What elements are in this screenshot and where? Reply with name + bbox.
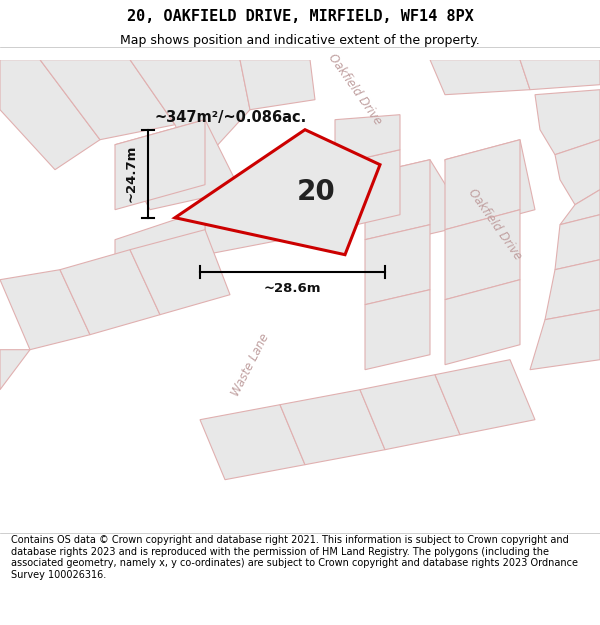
Polygon shape [240,59,315,110]
Polygon shape [335,149,400,229]
Polygon shape [555,139,600,205]
Polygon shape [445,139,520,229]
Polygon shape [365,159,470,239]
Polygon shape [115,120,240,210]
Polygon shape [545,260,600,319]
Polygon shape [40,59,175,139]
Text: Oakfield Drive: Oakfield Drive [326,52,385,127]
Polygon shape [445,139,535,229]
Polygon shape [200,405,305,480]
Text: ~347m²/~0.086ac.: ~347m²/~0.086ac. [155,110,307,125]
Text: 20: 20 [297,177,335,206]
Polygon shape [130,59,250,169]
Text: Map shows position and indicative extent of the property.: Map shows position and indicative extent… [120,34,480,47]
Polygon shape [280,390,385,465]
Polygon shape [445,280,520,364]
Polygon shape [115,210,205,280]
Polygon shape [175,129,380,255]
Polygon shape [560,190,600,224]
Polygon shape [430,59,530,94]
Polygon shape [0,350,30,390]
Polygon shape [535,89,600,154]
Text: 20, OAKFIELD DRIVE, MIRFIELD, WF14 8PX: 20, OAKFIELD DRIVE, MIRFIELD, WF14 8PX [127,9,473,24]
Polygon shape [115,120,205,210]
Polygon shape [60,249,160,335]
Polygon shape [335,115,400,164]
Text: Waste Lane: Waste Lane [229,331,271,398]
Polygon shape [365,290,430,369]
Polygon shape [445,210,520,299]
Text: ~24.7m: ~24.7m [125,145,138,202]
Polygon shape [520,59,600,89]
Polygon shape [435,359,535,435]
Polygon shape [130,229,230,315]
Text: ~28.6m: ~28.6m [264,282,321,294]
Polygon shape [365,224,430,304]
Polygon shape [530,309,600,369]
Polygon shape [0,270,90,350]
Polygon shape [360,374,460,450]
Polygon shape [205,185,335,255]
Polygon shape [555,214,600,270]
Text: Contains OS data © Crown copyright and database right 2021. This information is : Contains OS data © Crown copyright and d… [11,535,578,580]
Polygon shape [0,59,100,169]
Text: Oakfield Drive: Oakfield Drive [466,187,524,262]
Polygon shape [365,159,430,239]
